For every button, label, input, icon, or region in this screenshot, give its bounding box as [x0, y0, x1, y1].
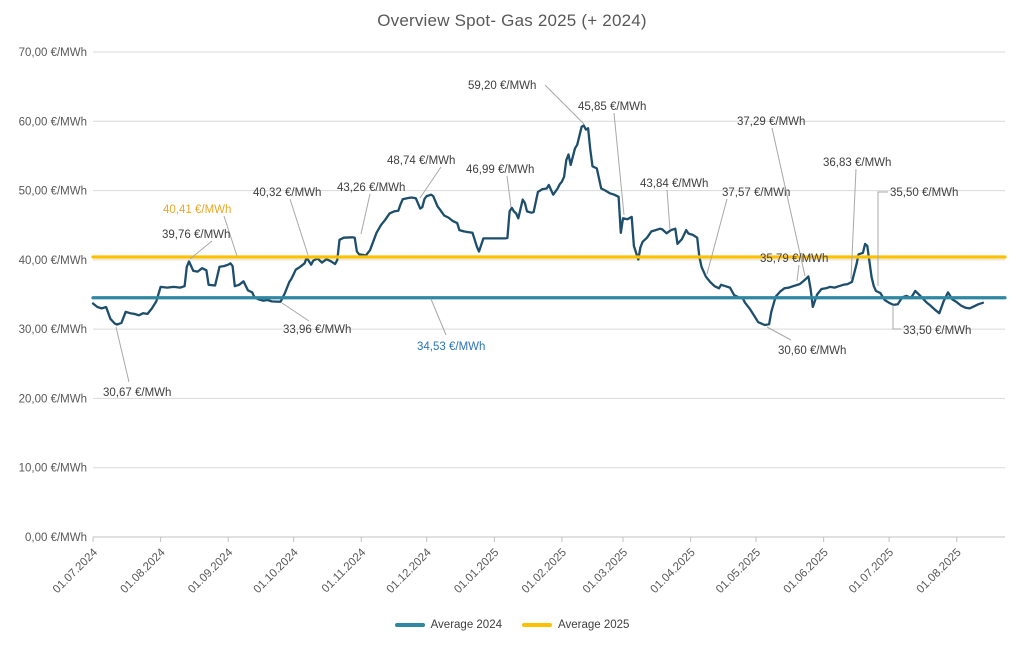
annotation-label: 35,79 €/MWh: [760, 253, 828, 265]
x-axis-label: 01.08.2024: [119, 546, 169, 596]
annotation-label: 33,96 €/MWh: [283, 324, 351, 336]
annotation-label: 35,50 €/MWh: [890, 187, 958, 199]
y-axis-label: 70,00 €/MWh: [19, 47, 87, 59]
x-axis-label: 01.11.2024: [320, 546, 369, 595]
chart-title: Overview Spot- Gas 2025 (+ 2024): [377, 11, 647, 30]
annotation-label: 43,84 €/MWh: [640, 178, 708, 190]
legend-item-average-2025: Average 2025: [522, 619, 629, 631]
annotation-label: 43,26 €/MWh: [337, 182, 405, 194]
legend-label: Average 2024: [430, 619, 502, 631]
y-axis-label: 0,00 €/MWh: [25, 532, 87, 544]
annotation-leader: [189, 240, 213, 260]
annotation-leader: [850, 168, 857, 280]
x-axis-label: 01.07.2024: [51, 546, 101, 596]
annotation-leader: [766, 326, 792, 341]
x-axis-label: 01.01.2025: [452, 547, 501, 596]
annotation-leader: [666, 189, 671, 231]
annotation-label: 59,20 €/MWh: [468, 80, 536, 92]
annotation-leader: [796, 264, 800, 282]
annotation-leader: [360, 193, 371, 235]
annotation-leader: [706, 198, 728, 275]
annotation-label: 36,83 €/MWh: [823, 157, 891, 169]
annotation-label: 30,67 €/MWh: [103, 387, 171, 399]
annotation-label: 34,53 €/MWh: [417, 341, 485, 353]
legend-item-average-2024: Average 2024: [394, 619, 502, 631]
legend: Average 2024 Average 2025: [0, 619, 1024, 631]
annotation-leader: [892, 305, 901, 330]
x-axis-label: 01.12.2024: [385, 546, 435, 596]
x-axis-label: 01.08.2025: [915, 547, 964, 596]
annotation-label: 30,60 €/MWh: [778, 345, 846, 357]
annotation-leader: [223, 215, 238, 257]
x-axis-label: 01.04.2025: [649, 547, 698, 596]
annotation-leader: [877, 191, 888, 286]
x-axis-label: 01.10.2024: [252, 546, 302, 596]
annotation-label: 37,29 €/MWh: [737, 116, 805, 128]
annotation-leader: [613, 112, 625, 216]
annotation-label: 37,57 €/MWh: [722, 187, 790, 199]
x-axis-label: 01.02.2025: [520, 547, 569, 596]
x-axis-label: 01.09.2024: [186, 546, 236, 596]
annotation-leader: [506, 175, 512, 208]
y-axis-label: 40,00 €/MWh: [19, 255, 87, 267]
annotation-leader: [281, 302, 310, 322]
annotation-leader: [430, 298, 447, 336]
annotation-leader: [289, 198, 309, 256]
legend-label: Average 2025: [558, 619, 630, 631]
annotation-label: 45,85 €/MWh: [578, 101, 646, 113]
annotation-leader: [544, 84, 585, 125]
annotation-label: 40,32 €/MWh: [253, 187, 321, 199]
x-axis-label: 01.03.2025: [581, 547, 630, 596]
x-axis-label: 01.06.2025: [782, 547, 831, 596]
legend-swatch: [394, 623, 425, 627]
legend-swatch: [522, 623, 552, 627]
annotation-label: 48,74 €/MWh: [387, 155, 455, 167]
annotation-leader: [115, 326, 130, 383]
y-axis-label: 20,00 €/MWh: [19, 393, 87, 405]
annotation-label: 33,50 €/MWh: [903, 325, 971, 337]
y-axis-label: 10,00 €/MWh: [19, 463, 87, 475]
x-axis-label: 01.05.2025: [714, 547, 763, 596]
x-axis-label: 01.07.2025: [847, 547, 896, 596]
annotation-label: 40,41 €/MWh: [163, 204, 231, 216]
annotation-leader: [771, 127, 806, 277]
annotation-label: 46,99 €/MWh: [466, 164, 534, 176]
annotation-label: 39,76 €/MWh: [162, 229, 230, 241]
y-axis-label: 30,00 €/MWh: [19, 324, 87, 336]
y-axis-label: 50,00 €/MWh: [19, 186, 87, 198]
y-axis-label: 60,00 €/MWh: [19, 116, 87, 128]
annotation-leader: [419, 166, 442, 199]
